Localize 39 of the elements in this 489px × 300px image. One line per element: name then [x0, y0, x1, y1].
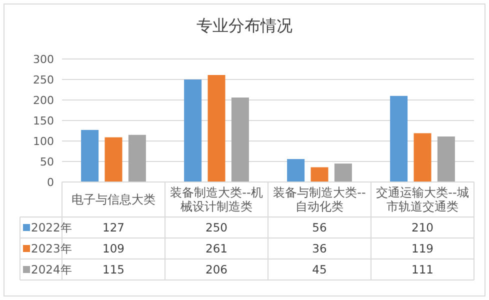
y-tick-label: 250 [33, 73, 54, 86]
data-label: 45 [312, 262, 327, 277]
y-tick-label: 150 [33, 114, 54, 128]
bar [184, 80, 202, 182]
bar [81, 130, 99, 182]
data-label: 115 [102, 262, 124, 277]
data-label: 119 [412, 242, 434, 256]
data-label: 36 [312, 242, 327, 256]
x-tick-label: 装备与制造大类--自动化类 [273, 186, 366, 214]
bar [208, 74, 226, 182]
bar [310, 167, 328, 182]
bar [104, 137, 122, 182]
bar [437, 136, 455, 182]
data-label: 127 [102, 220, 124, 235]
x-tick-label: 电子与信息大类 [72, 192, 156, 207]
legend-label: 2023年 [31, 242, 72, 256]
y-tick-label: 300 [33, 52, 54, 66]
data-label: 206 [206, 262, 228, 277]
bar [231, 98, 249, 182]
y-tick-label: 50 [40, 155, 54, 168]
data-label: 56 [312, 220, 327, 235]
bar [287, 159, 305, 182]
legend-label: 2024年 [31, 262, 72, 277]
y-tick-label: 0 [47, 176, 54, 189]
data-label: 261 [206, 242, 228, 256]
x-tick-label: 交通运输大类--城市轨道交通类 [376, 186, 469, 214]
bar [128, 134, 146, 182]
y-tick-label: 100 [33, 134, 54, 148]
x-tick-label: 装备制造大类--机械设计制造类 [170, 186, 263, 214]
data-label: 109 [102, 242, 124, 256]
bar [414, 133, 432, 182]
data-label: 210 [412, 220, 434, 235]
y-tick-label: 200 [33, 94, 54, 107]
bar [334, 164, 352, 182]
data-label: 111 [412, 262, 434, 277]
bar [390, 96, 408, 182]
data-label: 250 [206, 220, 228, 235]
chart-title: 专业分布情况 [196, 16, 292, 35]
legend-label: 2022年 [31, 220, 72, 235]
